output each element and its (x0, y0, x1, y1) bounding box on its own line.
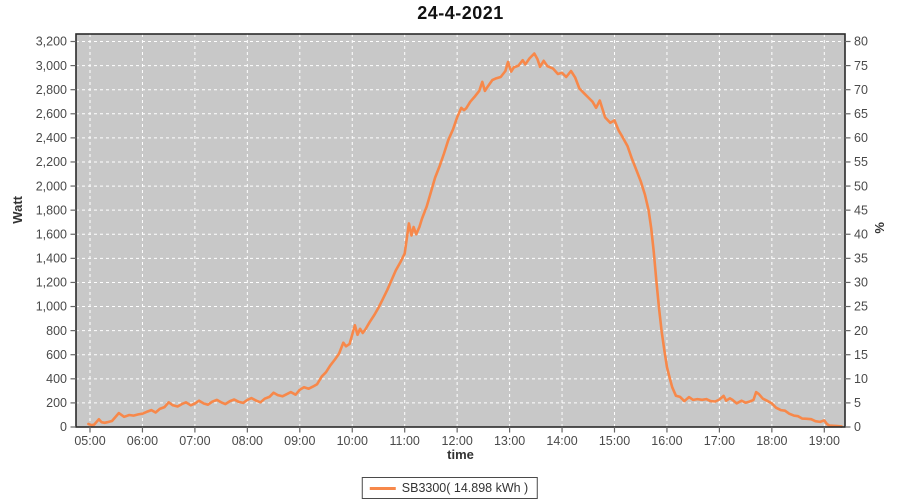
gridlines (76, 34, 845, 427)
x-tick-label: 15:00 (599, 434, 630, 448)
y-axis-label-watt: Watt (10, 196, 25, 224)
y-tick-label-left: 400 (46, 372, 67, 386)
y-tick-label-right: 30 (854, 276, 868, 290)
y-tick-label-right: 20 (854, 324, 868, 338)
y-tick-label-left: 3,000 (36, 59, 67, 73)
x-axis-label-time: time (447, 447, 474, 462)
y-tick-label-right: 0 (854, 420, 861, 434)
legend-line-swatch (369, 486, 396, 490)
x-tick-label: 11:00 (390, 434, 420, 448)
y-tick-label-right: 60 (854, 131, 868, 145)
x-tick-label: 12:00 (442, 434, 473, 448)
y-tick-label-left: 1,000 (36, 300, 67, 314)
x-tick-label: 08:00 (232, 434, 263, 448)
plot-border (75, 33, 846, 428)
y-tick-label-right: 10 (854, 372, 868, 386)
y-tick-label-left: 1,800 (36, 203, 67, 217)
x-tick-label: 06:00 (127, 434, 158, 448)
y-axis-label-percent: % (872, 222, 887, 234)
y-tick-label-left: 0 (60, 420, 67, 434)
y-tick-label-left: 800 (46, 324, 67, 338)
y-tick-label-right: 45 (854, 203, 868, 217)
y-tick-label-left: 3,200 (36, 35, 67, 49)
plot-background (76, 34, 845, 427)
y-tick-label-left: 200 (46, 396, 67, 410)
tick-labels: 02004006008001,0001,2001,4001,6001,8002,… (36, 35, 868, 448)
x-tick-label: 13:00 (494, 434, 525, 448)
y-tick-label-left: 2,600 (36, 107, 67, 121)
y-tick-label-left: 2,000 (36, 179, 67, 193)
y-tick-label-left: 2,400 (36, 131, 67, 145)
x-tick-label: 16:00 (651, 434, 682, 448)
y-tick-label-left: 600 (46, 348, 67, 362)
y-tick-label-right: 50 (854, 179, 868, 193)
x-tick-label: 19:00 (809, 434, 840, 448)
x-tick-label: 09:00 (284, 434, 315, 448)
series-line-SB3300 (87, 52, 843, 428)
y-tick-label-left: 1,400 (36, 252, 67, 266)
y-tick-label-right: 25 (854, 300, 868, 314)
x-tick-label: 14:00 (546, 434, 577, 448)
tick-marks (70, 40, 851, 433)
y-tick-label-right: 55 (854, 155, 868, 169)
x-tick-label: 18:00 (756, 434, 787, 448)
x-tick-label: 07:00 (179, 434, 210, 448)
y-tick-label-left: 1,200 (36, 276, 67, 290)
legend-label: SB3300( 14.898 kWh ) (401, 481, 529, 495)
y-tick-label-right: 65 (854, 107, 868, 121)
legend-box: SB3300( 14.898 kWh ) (361, 477, 539, 499)
y-tick-label-right: 40 (854, 227, 868, 241)
x-tick-label: 17:00 (704, 434, 735, 448)
y-tick-label-right: 15 (854, 348, 868, 362)
x-tick-label: 05:00 (74, 434, 105, 448)
y-tick-label-right: 75 (854, 59, 868, 73)
y-tick-label-right: 35 (854, 252, 868, 266)
x-tick-label: 10:00 (337, 434, 368, 448)
y-tick-label-left: 2,800 (36, 83, 67, 97)
y-tick-label-right: 5 (854, 396, 861, 410)
y-tick-label-left: 1,600 (36, 227, 67, 241)
y-tick-label-right: 80 (854, 35, 868, 49)
y-tick-label-right: 70 (854, 83, 868, 97)
chart-title: 24-4-2021 (417, 3, 504, 23)
y-tick-label-left: 2,200 (36, 155, 67, 169)
